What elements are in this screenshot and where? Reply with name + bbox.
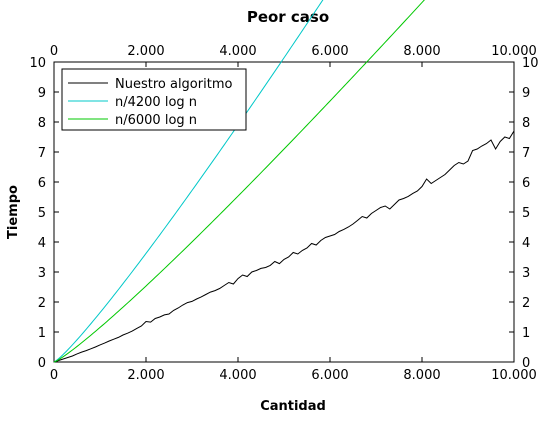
y-tick-label-right: 2 <box>522 296 530 311</box>
x-tick-label-bottom: 0 <box>50 368 58 383</box>
x-axis-label: Cantidad <box>260 399 326 414</box>
y-tick-label-left: 2 <box>38 296 46 311</box>
x-tick-label-bottom: 6.000 <box>311 368 348 383</box>
x-tick-label-bottom: 2.000 <box>127 368 164 383</box>
y-tick-label-left: 1 <box>38 326 46 341</box>
y-tick-label-right: 0 <box>522 356 530 371</box>
y-tick-label-left: 6 <box>38 176 46 191</box>
y-tick-label-left: 0 <box>38 356 46 371</box>
y-tick-label-right: 4 <box>522 236 530 251</box>
chart-title: Peor caso <box>247 8 329 26</box>
x-tick-label-top: 6.000 <box>311 44 348 59</box>
series-group <box>53 0 515 363</box>
y-tick-label-right: 5 <box>522 206 530 221</box>
x-tick-label-bottom: 8.000 <box>403 368 440 383</box>
x-tick-label-top: 8.000 <box>403 44 440 59</box>
y-tick-label-left: 10 <box>29 56 46 71</box>
y-tick-label-left: 4 <box>38 236 46 251</box>
y-tick-label-left: 8 <box>38 116 46 131</box>
x-tick-label-top: 2.000 <box>127 44 164 59</box>
y-tick-label-left: 9 <box>38 86 46 101</box>
y-tick-label-right: 10 <box>522 56 539 71</box>
legend: Nuestro algoritmo n/4200 log n n/6000 log … <box>61 68 247 131</box>
y-axis-label: Tiempo <box>6 185 21 239</box>
y-tick-label-right: 1 <box>522 326 530 341</box>
legend-label-3: n/6000 log n <box>115 113 197 128</box>
series-line-2 <box>53 0 324 363</box>
legend-box <box>61 68 247 131</box>
y-tick-label-left: 7 <box>38 146 46 161</box>
x-tick-label-bottom: 10.000 <box>491 368 537 383</box>
legend-label-1: Nuestro algoritmo <box>115 77 232 92</box>
y-tick-label-left: 5 <box>38 206 46 221</box>
legend-label-2: n/4200 log n <box>115 95 197 110</box>
y-tick-label-right: 7 <box>522 146 530 161</box>
series-line-1 <box>53 130 515 363</box>
x-tick-label-bottom: 4.000 <box>219 368 256 383</box>
y-tick-label-left: 3 <box>38 266 46 281</box>
x-tick-label-top: 10.000 <box>491 44 537 59</box>
axis-ticks: 002.0002.0004.0004.0006.0006.0008.0008.0… <box>29 44 538 383</box>
y-tick-label-right: 6 <box>522 176 530 191</box>
y-tick-label-right: 8 <box>522 116 530 131</box>
x-tick-label-top: 4.000 <box>219 44 256 59</box>
series-line-3 <box>53 0 425 363</box>
y-tick-label-right: 3 <box>522 266 530 281</box>
y-tick-label-right: 9 <box>522 86 530 101</box>
x-tick-label-top: 0 <box>50 44 58 59</box>
